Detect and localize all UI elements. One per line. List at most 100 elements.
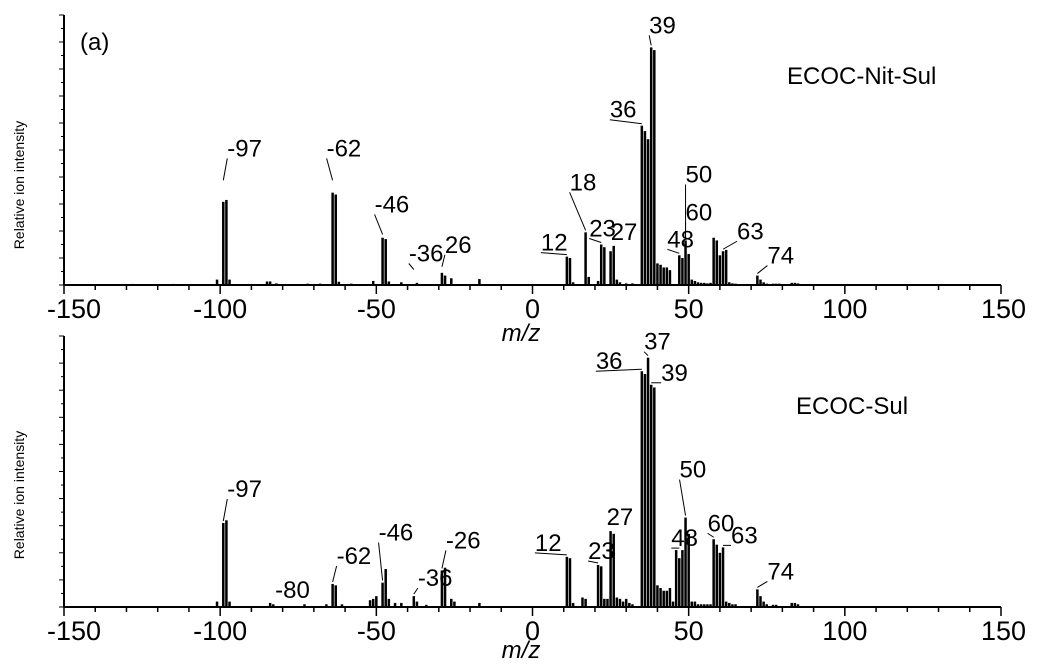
peak-label: -80 <box>275 577 310 604</box>
spectrum-bar <box>172 283 175 285</box>
spectrum-bar <box>643 373 647 607</box>
spectrum-bar <box>368 600 372 607</box>
peak-label: 50 <box>680 457 707 484</box>
spectrum-bar <box>793 282 797 285</box>
x-tick-label: 150 <box>981 616 1026 646</box>
spectrum-bar <box>715 544 719 607</box>
peak-label: 39 <box>649 12 676 39</box>
spectrum-bar <box>653 50 656 285</box>
spectrum-bar <box>443 275 447 285</box>
spectrum-bar <box>275 283 278 285</box>
peak-label: 60 <box>708 510 735 537</box>
peak-leader-line <box>707 532 714 538</box>
spectrum-bar <box>425 604 428 607</box>
peak-label: 36 <box>610 97 637 124</box>
x-tick-label: -50 <box>357 294 396 324</box>
spectrum-bar <box>381 237 384 285</box>
spectrum-bar <box>603 598 606 607</box>
spectrum-bar <box>656 585 659 607</box>
spectrum-bar <box>631 604 634 607</box>
spectrum-bar <box>671 601 675 607</box>
spectrum-bar <box>668 588 672 607</box>
peak-label: 48 <box>671 525 698 552</box>
spectrum-bar <box>440 570 444 607</box>
peak-label: 36 <box>596 348 623 375</box>
peak-label: -36 <box>409 241 444 268</box>
peak-label: 63 <box>731 522 758 549</box>
spectrum-bar <box>215 601 219 607</box>
spectrum-bar <box>762 282 765 285</box>
spectrum-bar <box>450 598 453 607</box>
spectrum-bar <box>381 582 384 607</box>
spectrum-bar <box>609 531 612 607</box>
x-tick-label: -150 <box>47 616 101 646</box>
spectrum-bar <box>412 596 416 607</box>
spectrum-bar <box>771 283 775 285</box>
spectrum-bar <box>662 590 665 607</box>
spectrum-bar <box>709 282 712 285</box>
spectrum-bar <box>703 282 706 285</box>
spectrum-bar <box>387 598 391 607</box>
peak-leader-line <box>540 252 567 256</box>
spectrum-bar <box>612 533 615 607</box>
spectrum-panel-bottom: Relative ion intensity ECOC-Sul m/z -150… <box>11 329 1026 664</box>
spectrum-bar <box>796 604 800 607</box>
spectrum-bar <box>684 240 687 285</box>
spectrum-bar <box>690 279 694 285</box>
spectrum-bar <box>215 279 219 285</box>
peak-leader-line <box>587 560 599 564</box>
peak-label: 23 <box>588 538 615 565</box>
x-tick-label: 50 <box>674 294 704 324</box>
spectrum-bar <box>599 244 603 285</box>
x-tick-label: 150 <box>981 294 1026 324</box>
spectrum-bar <box>400 602 403 607</box>
peak-label: 39 <box>661 360 688 387</box>
peak-leader-line <box>222 498 228 522</box>
spectrum-bar <box>331 583 334 607</box>
spectrum-bar <box>272 604 275 607</box>
peak-label: 50 <box>686 161 713 188</box>
peak-leader-line <box>679 479 687 516</box>
peak-label: -36 <box>418 565 453 592</box>
x-tick-label: -50 <box>357 616 396 646</box>
peak-label: 63 <box>737 218 764 245</box>
peak-leader-line <box>757 265 768 274</box>
spectrum-bar <box>649 384 653 607</box>
spectrum-bar <box>724 249 728 285</box>
spectrum-bar <box>331 192 334 285</box>
peak-label: 74 <box>767 558 794 585</box>
peak-leader-line <box>413 587 419 595</box>
spectrum-bar <box>631 283 634 285</box>
spectrum-bar <box>628 602 631 607</box>
x-tick-label: 0 <box>525 616 540 646</box>
spectrum-bar <box>337 281 341 285</box>
spectrum-bar <box>703 604 706 607</box>
peak-label: 18 <box>570 169 597 196</box>
spectrum-bar <box>225 520 228 607</box>
peak-label: 26 <box>445 232 472 259</box>
spectrum-bar <box>715 240 719 285</box>
spectrum-bar <box>350 283 353 285</box>
spectrum-bar <box>706 283 709 285</box>
spectrum-bar <box>571 282 575 285</box>
spectrum-bar <box>774 283 778 285</box>
spectrum-bar <box>712 237 715 285</box>
panel-label: (a) <box>80 29 109 56</box>
spectrum-bar <box>387 281 391 285</box>
spectrum-bar <box>774 604 778 607</box>
peak-leader-line <box>441 254 446 267</box>
spectrum-bar <box>665 267 669 285</box>
spectrum-bar <box>596 280 600 285</box>
peak-leader-line <box>643 351 649 357</box>
peak-label: -97 <box>227 135 262 162</box>
peak-leader-line <box>332 565 338 583</box>
sample-label: ECOC-Sul <box>796 393 908 420</box>
x-tick-label: -100 <box>193 616 247 646</box>
spectrum-bar <box>765 283 768 285</box>
x-axis-label: m/z <box>502 320 541 347</box>
spectrum-bar <box>478 279 481 285</box>
peak-leader-line <box>408 263 415 270</box>
peak-leader-line <box>648 35 652 46</box>
peak-label: 23 <box>589 216 616 243</box>
